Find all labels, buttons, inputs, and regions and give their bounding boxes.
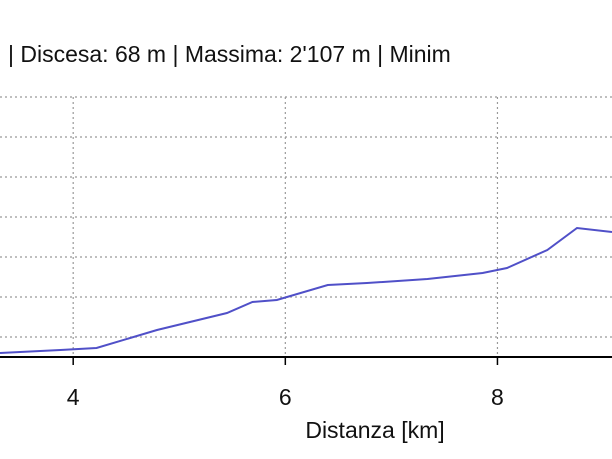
x-tick-label: 6 <box>279 384 292 410</box>
x-tick-label: 8 <box>491 384 504 410</box>
elevation-line <box>0 226 612 354</box>
chart-header: | Discesa: 68 m | Massima: 2'107 m | Min… <box>8 41 451 67</box>
x-axis-label: Distanza [km] <box>305 417 444 443</box>
x-tick-label: 4 <box>67 384 80 410</box>
